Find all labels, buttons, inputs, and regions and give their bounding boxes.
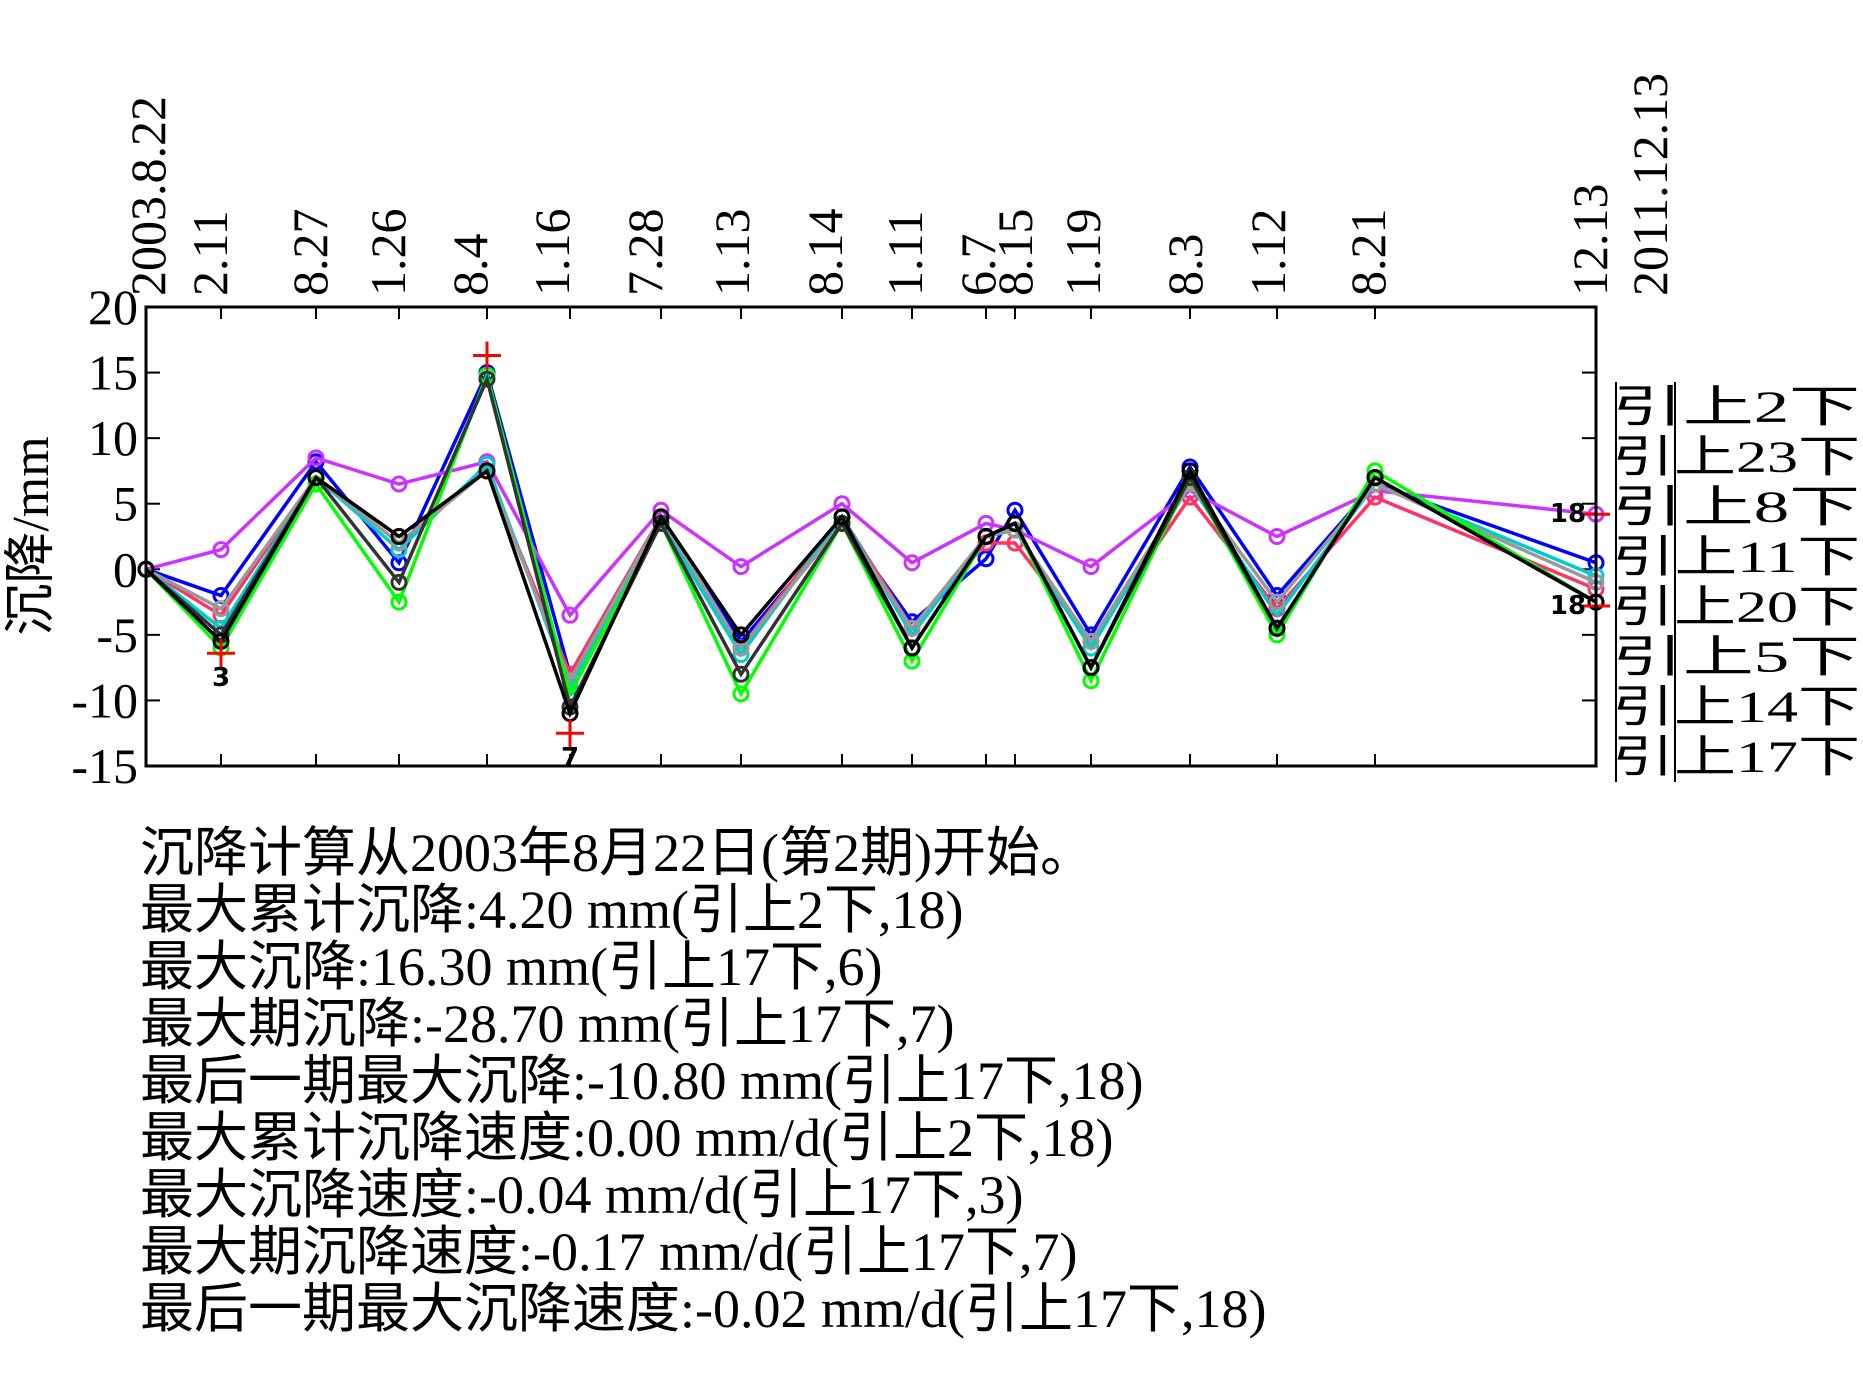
data-point bbox=[833, 508, 851, 526]
data-point bbox=[1006, 514, 1024, 532]
top-date-label: 2011.12.13 bbox=[1622, 73, 1678, 296]
top-date-label: 1.19 bbox=[1055, 209, 1111, 297]
data-point bbox=[977, 550, 995, 568]
note-line: 最大累计沉降:4.20 mm(引上2下,18) bbox=[140, 880, 964, 940]
legend-entry: 引上20下 bbox=[1612, 583, 1860, 632]
top-date-label: 12.13 bbox=[1562, 184, 1618, 297]
plot-frame bbox=[144, 305, 1598, 768]
note-line: 最后一期最大沉降:-10.80 mm(引上17下,18) bbox=[140, 1051, 1144, 1111]
y-tick-label: -10 bbox=[71, 672, 138, 728]
top-date-label: 8.27 bbox=[282, 209, 338, 297]
note-line: 最大期沉降速度:-0.17 mm/d(引上17下,7) bbox=[140, 1222, 1078, 1282]
y-axis-ticks: 20 15 10 5 0 -5 -10 -15 bbox=[71, 279, 1597, 794]
data-point bbox=[1181, 462, 1199, 480]
legend-entry: 引上23下 bbox=[1612, 433, 1860, 482]
data-point bbox=[732, 558, 750, 576]
data-point bbox=[732, 665, 750, 683]
top-date-label: 2.11 bbox=[182, 210, 238, 296]
data-point bbox=[390, 475, 408, 493]
data-point bbox=[1082, 558, 1100, 576]
legend-entry: 引上14下 bbox=[1612, 683, 1860, 732]
y-tick-label: -15 bbox=[71, 738, 138, 794]
top-date-label: 7.28 bbox=[617, 209, 673, 297]
note-line: 最后一期最大沉降速度:-0.02 mm/d(引上17下,18) bbox=[140, 1279, 1267, 1339]
series-line bbox=[145, 455, 1597, 619]
data-point bbox=[390, 593, 408, 611]
data-point bbox=[1268, 619, 1286, 637]
data-point bbox=[561, 606, 579, 624]
annotation-label: 18 bbox=[1550, 499, 1586, 529]
top-date-label: 1.12 bbox=[1240, 209, 1296, 297]
note-line: 最大沉降:16.30 mm(引上17下,6) bbox=[140, 937, 883, 997]
data-point bbox=[903, 619, 921, 637]
data-point bbox=[732, 685, 750, 703]
data-point bbox=[652, 508, 670, 526]
top-date-label: 1.13 bbox=[704, 209, 760, 297]
data-point bbox=[212, 600, 230, 618]
top-date-label: 6.7 bbox=[950, 234, 1006, 297]
annotation-label: 18 bbox=[1550, 591, 1586, 621]
top-date-label: 1.11 bbox=[877, 210, 933, 296]
data-point bbox=[1268, 528, 1286, 545]
data-point bbox=[212, 541, 230, 559]
top-date-label: 2003.8.22 bbox=[120, 96, 176, 296]
note-line: 最大沉降速度:-0.04 mm/d(引上17下,3) bbox=[140, 1165, 1024, 1225]
annotation-label: 3 bbox=[212, 663, 230, 693]
top-date-label: 8.21 bbox=[1340, 209, 1396, 297]
data-point bbox=[1366, 468, 1384, 486]
note-line: 沉降计算从2003年8月22日(第2期)开始。 bbox=[140, 823, 1094, 883]
top-date-label: 1.16 bbox=[524, 209, 580, 297]
y-tick-label: 15 bbox=[88, 345, 138, 401]
note-line: 最大累计沉降速度:0.00 mm/d(引上2下,18) bbox=[140, 1108, 1114, 1168]
series-group bbox=[137, 364, 1605, 723]
data-point bbox=[478, 462, 496, 480]
data-point bbox=[1082, 632, 1100, 650]
data-point bbox=[732, 626, 750, 644]
y-tick-label: 10 bbox=[88, 410, 138, 466]
data-point bbox=[903, 639, 921, 657]
data-point bbox=[1082, 659, 1100, 677]
top-date-labels: 2003.8.22 2.11 8.27 1.26 8.4 1.16 7.28 1.13 8.14… bbox=[120, 73, 1678, 296]
series-line bbox=[144, 373, 1597, 713]
y-axis-label: 沉降/mm bbox=[3, 436, 60, 635]
legend-entry: 引上17下 bbox=[1612, 733, 1860, 782]
note-line: 最大期沉降:-28.70 mm(引上17下,7) bbox=[140, 994, 955, 1054]
top-date-label: 8.3 bbox=[1157, 234, 1213, 297]
y-tick-label: 0 bbox=[113, 541, 138, 597]
data-point bbox=[478, 370, 496, 388]
y-tick-label: 5 bbox=[113, 476, 138, 532]
legend-entry: 引上8下 bbox=[1612, 483, 1860, 532]
data-point bbox=[977, 528, 995, 545]
data-point bbox=[903, 554, 921, 572]
data-point bbox=[390, 573, 408, 591]
data-point bbox=[307, 468, 325, 486]
legend-entry: 引上11下 bbox=[1612, 533, 1860, 582]
legend-entry: 引上5下 bbox=[1612, 633, 1860, 682]
y-tick-label: -5 bbox=[96, 607, 138, 663]
top-date-label: 8.14 bbox=[797, 209, 853, 297]
statistics-notes: 沉降计算从2003年8月22日(第2期)开始。 最大累计沉降:4.20 mm(引… bbox=[140, 825, 1266, 1338]
top-date-label: 8.15 bbox=[987, 209, 1043, 297]
legend-entry: 引上2下 bbox=[1612, 383, 1860, 432]
top-date-label: 8.4 bbox=[442, 234, 498, 297]
data-point bbox=[1268, 593, 1286, 611]
top-date-label: 1.26 bbox=[360, 209, 416, 297]
series-line bbox=[144, 369, 1597, 699]
series-line bbox=[145, 367, 1597, 679]
data-point bbox=[390, 528, 408, 545]
annotation-label: 7 bbox=[561, 743, 579, 773]
data-point bbox=[307, 449, 325, 467]
series-line bbox=[144, 467, 1597, 719]
y-tick-label: 20 bbox=[88, 279, 138, 335]
